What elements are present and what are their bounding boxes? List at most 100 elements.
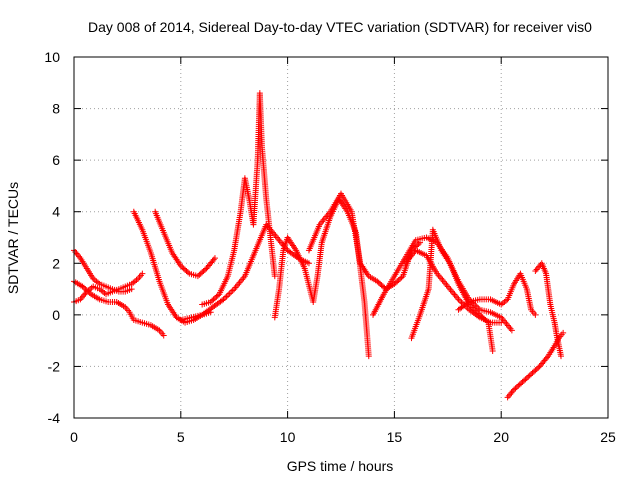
data-point: [398, 274, 405, 281]
series-arc2: [71, 247, 135, 295]
series-arc11: [408, 226, 515, 342]
data-point: [528, 371, 535, 378]
data-point: [529, 369, 536, 376]
data-point: [533, 366, 540, 373]
data-point: [194, 273, 201, 280]
series-arc12: [402, 247, 505, 326]
data-point: [79, 283, 86, 290]
data-point: [515, 382, 522, 389]
data-point: [179, 264, 186, 271]
y-tick-label: -4: [48, 410, 61, 426]
data-point: [516, 381, 523, 388]
data-point: [199, 269, 206, 276]
series-arc5: [152, 208, 218, 280]
data-point: [305, 260, 312, 267]
data-point: [183, 268, 190, 275]
data-point: [395, 277, 402, 284]
data-point: [365, 353, 372, 360]
data-point: [196, 271, 203, 278]
data-point: [139, 270, 146, 277]
y-tick-label: -2: [48, 358, 61, 374]
x-tick-label: 15: [387, 429, 403, 445]
x-tick-label: 20: [493, 429, 509, 445]
data-point: [380, 283, 387, 290]
data-point: [525, 373, 532, 380]
data-point: [392, 279, 399, 286]
series-arc14: [504, 329, 567, 401]
plot-frame: [73, 56, 609, 419]
data-point: [180, 265, 187, 272]
data-point: [128, 286, 135, 293]
grid: [74, 57, 608, 418]
data-point: [508, 327, 515, 334]
data-point: [82, 286, 89, 293]
data-point: [511, 386, 518, 393]
data-point: [520, 377, 527, 384]
data-point: [200, 268, 207, 275]
data-point: [197, 270, 204, 277]
data-point: [207, 298, 214, 305]
data-point: [394, 278, 401, 285]
data-point: [160, 332, 167, 339]
y-tick-label: 6: [52, 152, 60, 168]
data-point: [184, 269, 191, 276]
data-point: [211, 295, 218, 302]
data-point: [210, 296, 217, 303]
data-point: [512, 385, 519, 392]
chart-title: Day 008 of 2014, Sidereal Day-to-day VTE…: [88, 19, 592, 35]
data-point: [519, 378, 526, 385]
data-point: [535, 364, 542, 371]
data-point: [498, 319, 505, 326]
data-point: [560, 329, 567, 336]
y-tick-label: 8: [52, 101, 60, 117]
data-point: [526, 372, 533, 379]
y-tick-label: 0: [52, 307, 60, 323]
ticks: 0 5 10 15 20 25 -4 -2 0 2 4 6 8 10: [44, 49, 616, 445]
data-point: [211, 255, 218, 262]
series-arc13: [455, 270, 539, 318]
data-point: [375, 279, 382, 286]
data-point: [558, 353, 565, 360]
data-point: [85, 288, 92, 295]
data-point: [214, 292, 221, 299]
x-axis-label: GPS time / hours: [287, 458, 394, 474]
data-point: [532, 367, 539, 374]
data-point: [522, 376, 529, 383]
data-point: [202, 266, 209, 273]
x-tick-label: 5: [177, 429, 185, 445]
data-point: [80, 284, 87, 291]
data-point: [209, 297, 216, 304]
data-point: [377, 280, 384, 287]
data-point: [532, 311, 539, 318]
data-point: [177, 262, 184, 269]
y-axis-label: SDTVAR / TECUs: [5, 182, 21, 294]
data-point: [182, 266, 189, 273]
data-point: [374, 278, 381, 285]
y-tick-label: 2: [52, 255, 60, 271]
data-point: [86, 289, 93, 296]
x-tick-label: 25: [600, 429, 616, 445]
data-point: [518, 380, 525, 387]
data-point: [378, 282, 385, 289]
y-tick-label: 10: [44, 49, 60, 65]
data-point: [543, 354, 550, 361]
data-point: [530, 368, 537, 375]
data-point: [213, 293, 220, 300]
data-point: [210, 256, 217, 263]
data-point: [523, 375, 530, 382]
data-point: [513, 384, 520, 391]
data-point: [83, 287, 90, 294]
series-arc3: [71, 278, 167, 339]
x-tick-label: 10: [280, 429, 296, 445]
series-arc4: [130, 208, 214, 326]
series-arc7: [199, 90, 278, 308]
data-point: [271, 273, 278, 280]
data-series-group: [71, 90, 567, 401]
y-tick-label: 4: [52, 204, 60, 220]
series-arc15: [532, 260, 565, 360]
x-tick-label: 0: [70, 429, 78, 445]
data-point: [489, 347, 496, 354]
data-point: [391, 280, 398, 287]
